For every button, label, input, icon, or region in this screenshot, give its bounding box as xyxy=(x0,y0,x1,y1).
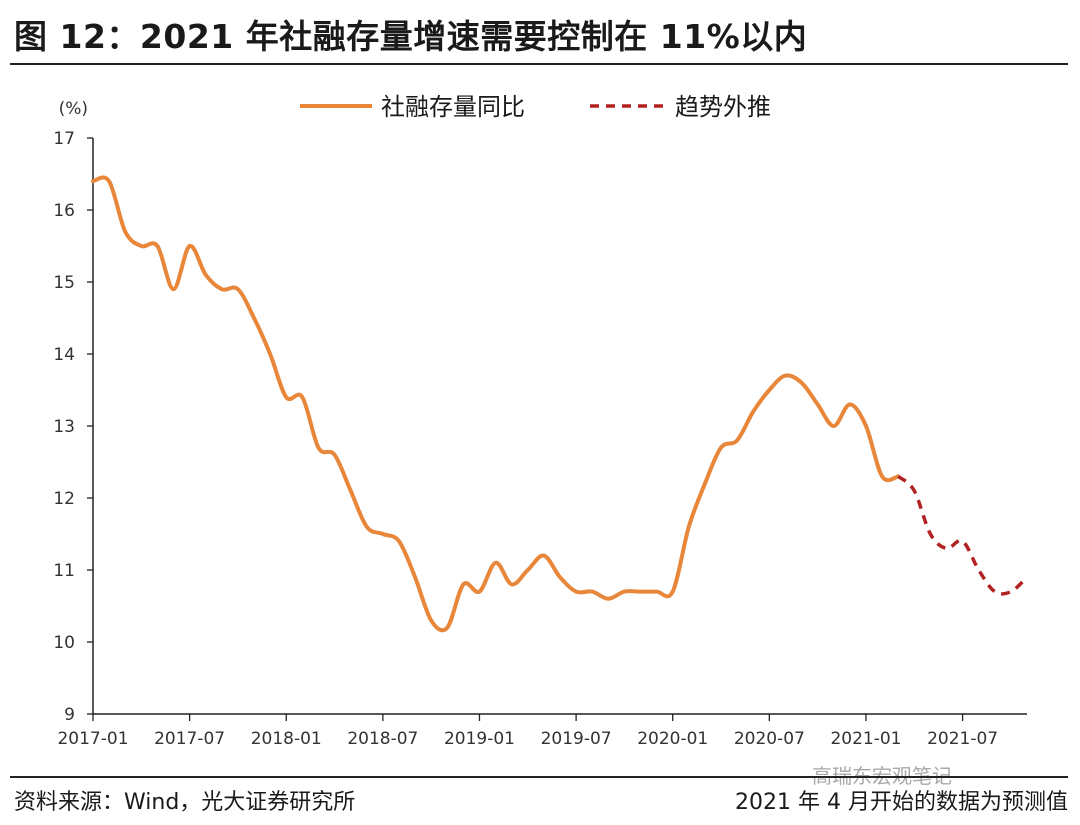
x-tick-label: 2017-01 xyxy=(57,729,128,749)
y-tick-label: 12 xyxy=(53,489,75,509)
actual-series-line xyxy=(91,175,901,633)
x-tick-label: 2019-07 xyxy=(541,729,612,749)
legend-label-actual: 社融存量同比 xyxy=(381,93,525,121)
y-tick-label: 10 xyxy=(53,633,75,653)
x-tick-label: 2017-07 xyxy=(154,729,225,749)
x-tick-label: 2019-01 xyxy=(444,729,515,749)
x-tick-label: 2021-01 xyxy=(830,729,901,749)
y-tick-label: 14 xyxy=(53,345,75,365)
figure-title: 图 12：2021 年社融存量增速需要控制在 11%以内 xyxy=(14,17,808,56)
chart-axes: 9 10 11 12 13 14 15 16 17 2017-01 2017-07 2018-01 20… xyxy=(53,129,1027,749)
y-axis-unit: (%) xyxy=(59,99,88,119)
title-divider xyxy=(10,63,1068,65)
x-tick-label: 2020-07 xyxy=(734,729,805,749)
forecast-series-line xyxy=(897,474,1029,596)
source-divider xyxy=(10,776,1068,778)
chart-lines xyxy=(91,175,1029,633)
y-tick-label: 17 xyxy=(53,129,75,149)
y-tick-label: 15 xyxy=(53,273,75,293)
chart-legend: 社融存量同比 趋势外推 xyxy=(300,93,771,121)
x-tick-label: 2020-01 xyxy=(637,729,708,749)
x-tick-label: 2018-01 xyxy=(251,729,322,749)
legend-label-forecast: 趋势外推 xyxy=(675,93,771,121)
y-axis-label: (%) xyxy=(59,99,88,119)
y-tick-label: 13 xyxy=(53,417,75,437)
x-tick-label: 2018-07 xyxy=(347,729,418,749)
forecast-note: 2021 年 4 月开始的数据为预测值 xyxy=(735,790,1068,815)
source-text: 资料来源：Wind，光大证券研究所 xyxy=(14,790,356,815)
y-tick-label: 9 xyxy=(64,705,75,725)
x-tick-label: 2021-07 xyxy=(927,729,998,749)
y-tick-label: 11 xyxy=(53,561,75,581)
y-tick-label: 16 xyxy=(53,201,75,221)
